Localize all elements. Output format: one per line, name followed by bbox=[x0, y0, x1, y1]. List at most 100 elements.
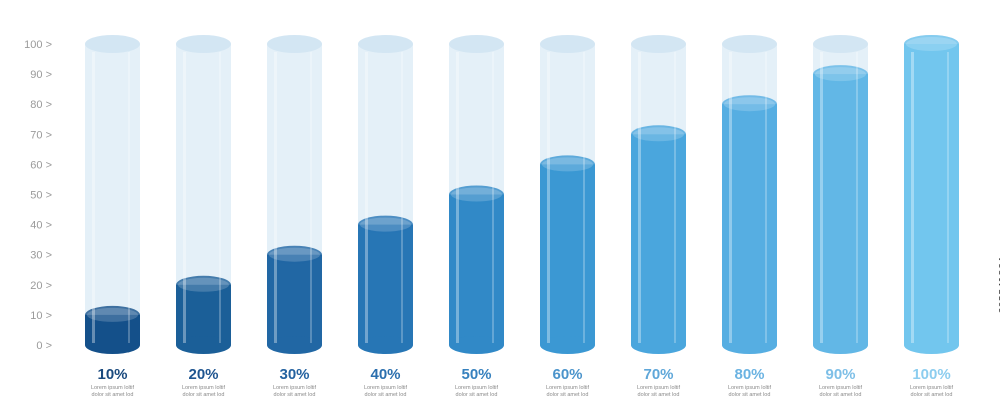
bar-7 bbox=[631, 35, 686, 354]
bar-fill-top-shine bbox=[360, 217, 411, 232]
y-tick-label: 30 > bbox=[30, 250, 52, 262]
glass-highlight-right bbox=[947, 52, 949, 343]
caption-line-1: Lorem ipsum loltif bbox=[91, 385, 135, 391]
y-tick-label: 0 > bbox=[36, 340, 52, 352]
bar-3 bbox=[267, 35, 322, 354]
y-tick-label: 20 > bbox=[30, 280, 52, 292]
y-tick-label: 10 > bbox=[30, 310, 52, 322]
tube-top bbox=[449, 35, 504, 53]
caption-line-2: dolor sit amet lod bbox=[729, 392, 771, 398]
bar-fill bbox=[813, 74, 868, 345]
caption-line-1: Lorem ipsum loltif bbox=[546, 385, 590, 391]
y-tick-label: 40 > bbox=[30, 220, 52, 232]
bar-fill-top-shine bbox=[269, 247, 320, 262]
bar-fill-top bbox=[540, 155, 595, 174]
bar-fill-bottom bbox=[85, 336, 140, 354]
bar-fill-bottom bbox=[813, 336, 868, 354]
category-label: 90% bbox=[825, 366, 855, 383]
caption-line-2: dolor sit amet lod bbox=[547, 392, 589, 398]
bar-fill-top-shine bbox=[178, 277, 229, 292]
bar-5 bbox=[449, 35, 504, 354]
bar-fill-top-shine bbox=[815, 67, 866, 82]
y-tick-label: 60 > bbox=[30, 159, 52, 171]
bar-fill bbox=[722, 104, 777, 345]
glass-highlight-right bbox=[583, 52, 585, 343]
tube-top bbox=[358, 35, 413, 53]
bar-fill-bottom bbox=[722, 336, 777, 354]
caption-line-1: Lorem ipsum loltif bbox=[910, 385, 954, 391]
caption-line-2: dolor sit amet lod bbox=[911, 392, 953, 398]
glass-highlight-right bbox=[492, 52, 494, 343]
bar-fill-bottom bbox=[540, 336, 595, 354]
bar-fill-top-shine bbox=[451, 187, 502, 202]
glass-highlight-right bbox=[401, 52, 403, 343]
bar-fill-bottom bbox=[631, 336, 686, 354]
bar-8 bbox=[722, 35, 777, 354]
glass-highlight bbox=[183, 52, 186, 343]
tube-top bbox=[176, 35, 231, 53]
glass-highlight bbox=[365, 52, 368, 343]
glass-highlight-right bbox=[674, 52, 676, 343]
y-tick-label: 50 > bbox=[30, 190, 52, 202]
tube-top bbox=[813, 35, 868, 53]
bar-fill-bottom bbox=[358, 336, 413, 354]
category-label: 30% bbox=[279, 366, 309, 383]
tube-body bbox=[85, 44, 140, 345]
y-axis: 0 > 10 > 20 > 30 > 40 > 50 > 60 > 70 > 80 > 90 > 1… bbox=[24, 39, 52, 352]
caption-line-1: Lorem ipsum loltif bbox=[637, 385, 681, 391]
bar-fill-top bbox=[267, 245, 322, 264]
caption-line-1: Lorem ipsum loltif bbox=[455, 385, 499, 391]
bar-fill bbox=[358, 224, 413, 345]
bar-fill-top-shine bbox=[542, 157, 593, 172]
bar-fill bbox=[631, 134, 686, 345]
bar-fill-top bbox=[631, 125, 686, 144]
bar-fill bbox=[904, 44, 959, 345]
bar-fill-top bbox=[813, 65, 868, 84]
bar-fill-bottom bbox=[267, 336, 322, 354]
caption-line-2: dolor sit amet lod bbox=[183, 392, 225, 398]
bar-fill-top-shine bbox=[633, 127, 684, 142]
category-label: 10% bbox=[97, 366, 127, 383]
bar-9 bbox=[813, 35, 868, 354]
caption-line-1: Lorem ipsum loltif bbox=[273, 385, 317, 391]
y-tick-label: 80 > bbox=[30, 99, 52, 111]
bar-fill-bottom bbox=[449, 336, 504, 354]
tube-top bbox=[540, 35, 595, 53]
glass-highlight bbox=[911, 52, 914, 343]
bar-fill-top bbox=[904, 35, 959, 53]
y-tick-label: 90 > bbox=[30, 69, 52, 81]
tube-top bbox=[722, 35, 777, 53]
category-label: 100% bbox=[912, 366, 950, 383]
bar-fill-bottom bbox=[176, 336, 231, 354]
bar-fill-top bbox=[722, 95, 777, 114]
glass-highlight bbox=[274, 52, 277, 343]
glass-highlight-right bbox=[856, 52, 858, 343]
category-label: 40% bbox=[370, 366, 400, 383]
glass-highlight bbox=[638, 52, 641, 343]
bar-fill-top bbox=[358, 215, 413, 234]
bar-4 bbox=[358, 35, 413, 354]
tube-top bbox=[85, 35, 140, 53]
tube-top bbox=[267, 35, 322, 53]
bar-fill bbox=[267, 254, 322, 345]
caption-line-1: Lorem ipsum loltif bbox=[728, 385, 772, 391]
caption-line-2: dolor sit amet lod bbox=[365, 392, 407, 398]
glass-highlight bbox=[820, 52, 823, 343]
bars bbox=[85, 35, 959, 354]
bar-fill bbox=[176, 284, 231, 345]
caption-line-2: dolor sit amet lod bbox=[638, 392, 680, 398]
bar-10 bbox=[904, 35, 959, 354]
glass-highlight-right bbox=[765, 52, 767, 343]
category-label: 60% bbox=[552, 366, 582, 383]
glass-highlight bbox=[729, 52, 732, 343]
caption-line-2: dolor sit amet lod bbox=[92, 392, 134, 398]
caption-line-1: Lorem ipsum loltif bbox=[819, 385, 863, 391]
category-label: 70% bbox=[643, 366, 673, 383]
bar-1 bbox=[85, 35, 140, 354]
bar-fill-top bbox=[449, 185, 504, 204]
category-label: 20% bbox=[188, 366, 218, 383]
bar-2 bbox=[176, 35, 231, 354]
glass-highlight bbox=[547, 52, 550, 343]
